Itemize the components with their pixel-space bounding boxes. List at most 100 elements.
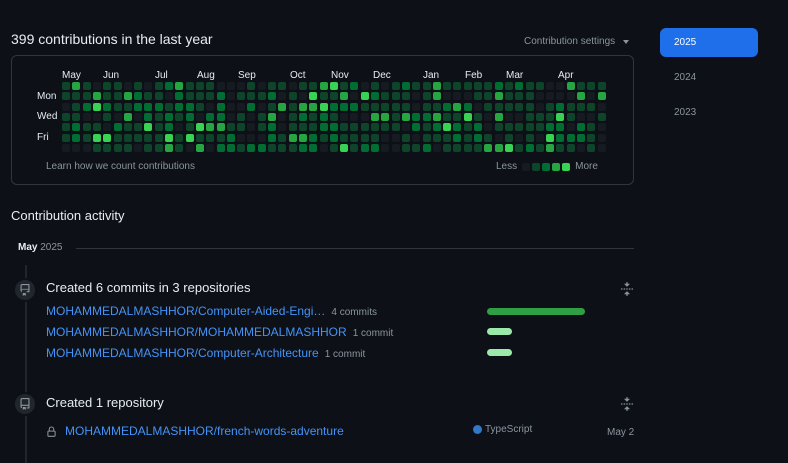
contribution-day-cell[interactable] (309, 102, 318, 111)
contribution-day-cell[interactable] (134, 102, 143, 111)
contribution-day-cell[interactable] (371, 143, 379, 152)
contribution-day-cell[interactable] (546, 133, 555, 142)
contribution-day-cell[interactable] (103, 123, 112, 132)
contribution-day-cell[interactable] (443, 133, 452, 142)
contribution-day-cell[interactable] (206, 82, 215, 90)
contribution-day-cell[interactable] (165, 112, 173, 121)
contribution-day-cell[interactable] (144, 133, 153, 142)
contribution-day-cell[interactable] (494, 102, 503, 111)
contribution-day-cell[interactable] (371, 133, 379, 142)
contribution-day-cell[interactable] (206, 133, 215, 142)
contribution-day-cell[interactable] (195, 123, 204, 132)
contribution-day-cell[interactable] (319, 92, 328, 101)
contribution-day-cell[interactable] (474, 133, 482, 142)
contribution-day-cell[interactable] (278, 133, 287, 142)
contribution-day-cell[interactable] (165, 92, 173, 101)
contribution-day-cell[interactable] (515, 133, 524, 142)
contribution-day-cell[interactable] (577, 82, 585, 90)
contribution-day-cell[interactable] (515, 102, 524, 111)
contribution-day-cell[interactable] (535, 133, 544, 142)
contribution-day-cell[interactable] (546, 82, 555, 90)
contribution-day-cell[interactable] (350, 112, 359, 121)
contribution-day-cell[interactable] (247, 112, 256, 121)
contribution-day-cell[interactable] (103, 112, 112, 121)
contribution-day-cell[interactable] (103, 143, 112, 152)
contribution-day-cell[interactable] (391, 143, 400, 152)
contribution-day-cell[interactable] (113, 102, 122, 111)
contribution-day-cell[interactable] (381, 112, 390, 121)
contribution-day-cell[interactable] (288, 123, 297, 132)
contribution-day-cell[interactable] (288, 112, 297, 121)
contribution-day-cell[interactable] (237, 102, 246, 111)
contribution-day-cell[interactable] (278, 123, 287, 132)
contribution-day-cell[interactable] (484, 82, 493, 90)
contribution-day-cell[interactable] (556, 92, 565, 101)
contribution-day-cell[interactable] (144, 82, 153, 90)
contribution-day-cell[interactable] (474, 82, 482, 90)
contribution-day-cell[interactable] (72, 133, 81, 142)
contribution-day-cell[interactable] (62, 123, 70, 132)
contribution-day-cell[interactable] (257, 133, 266, 142)
contribution-day-cell[interactable] (237, 143, 246, 152)
contribution-day-cell[interactable] (134, 123, 143, 132)
contribution-day-cell[interactable] (278, 82, 287, 90)
contribution-day-cell[interactable] (72, 92, 81, 101)
contribution-day-cell[interactable] (494, 92, 503, 101)
contribution-day-cell[interactable] (587, 143, 596, 152)
contribution-day-cell[interactable] (154, 143, 163, 152)
contribution-day-cell[interactable] (175, 82, 184, 90)
contribution-day-cell[interactable] (92, 82, 101, 90)
contribution-day-cell[interactable] (175, 123, 184, 132)
contribution-day-cell[interactable] (82, 133, 91, 142)
contribution-day-cell[interactable] (525, 82, 534, 90)
contribution-day-cell[interactable] (309, 123, 318, 132)
contribution-day-cell[interactable] (360, 133, 369, 142)
contribution-day-cell[interactable] (195, 133, 204, 142)
contribution-day-cell[interactable] (257, 102, 266, 111)
contribution-day-cell[interactable] (525, 133, 534, 142)
contribution-day-cell[interactable] (288, 82, 297, 90)
contribution-day-cell[interactable] (556, 112, 565, 121)
contribution-day-cell[interactable] (381, 92, 390, 101)
contribution-day-cell[interactable] (391, 112, 400, 121)
contribution-day-cell[interactable] (360, 143, 369, 152)
contribution-day-cell[interactable] (432, 133, 441, 142)
contribution-day-cell[interactable] (62, 133, 70, 142)
contribution-day-cell[interactable] (597, 123, 606, 132)
contribution-day-cell[interactable] (175, 92, 184, 101)
contribution-day-cell[interactable] (350, 123, 359, 132)
contribution-day-cell[interactable] (360, 123, 369, 132)
contribution-day-cell[interactable] (154, 102, 163, 111)
contribution-day-cell[interactable] (515, 143, 524, 152)
contribution-day-cell[interactable] (525, 102, 534, 111)
contribution-day-cell[interactable] (216, 92, 225, 101)
contribution-day-cell[interactable] (206, 92, 215, 101)
contribution-day-cell[interactable] (577, 143, 585, 152)
contribution-day-cell[interactable] (92, 123, 101, 132)
contribution-day-cell[interactable] (185, 143, 194, 152)
contribution-day-cell[interactable] (546, 143, 555, 152)
contribution-day-cell[interactable] (72, 102, 81, 111)
contribution-day-cell[interactable] (319, 123, 328, 132)
contribution-day-cell[interactable] (144, 123, 153, 132)
contribution-day-cell[interactable] (185, 102, 194, 111)
contribution-day-cell[interactable] (577, 112, 585, 121)
contribution-day-cell[interactable] (268, 82, 276, 90)
contribution-day-cell[interactable] (226, 123, 235, 132)
commit-repo-link[interactable]: MOHAMMEDALMASHHOR/Computer-Architecture (46, 346, 319, 360)
contribution-day-cell[interactable] (82, 102, 91, 111)
contribution-day-cell[interactable] (175, 112, 184, 121)
contribution-day-cell[interactable] (381, 82, 390, 90)
contribution-day-cell[interactable] (340, 123, 349, 132)
contribution-day-cell[interactable] (72, 123, 81, 132)
contribution-day-cell[interactable] (525, 92, 534, 101)
contribution-day-cell[interactable] (587, 102, 596, 111)
contribution-day-cell[interactable] (597, 112, 606, 121)
contribution-day-cell[interactable] (566, 112, 575, 121)
contribution-day-cell[interactable] (134, 92, 143, 101)
contribution-day-cell[interactable] (340, 102, 349, 111)
contribution-day-cell[interactable] (463, 92, 472, 101)
contribution-day-cell[interactable] (134, 112, 143, 121)
contribution-day-cell[interactable] (123, 102, 132, 111)
contribution-day-cell[interactable] (381, 143, 390, 152)
